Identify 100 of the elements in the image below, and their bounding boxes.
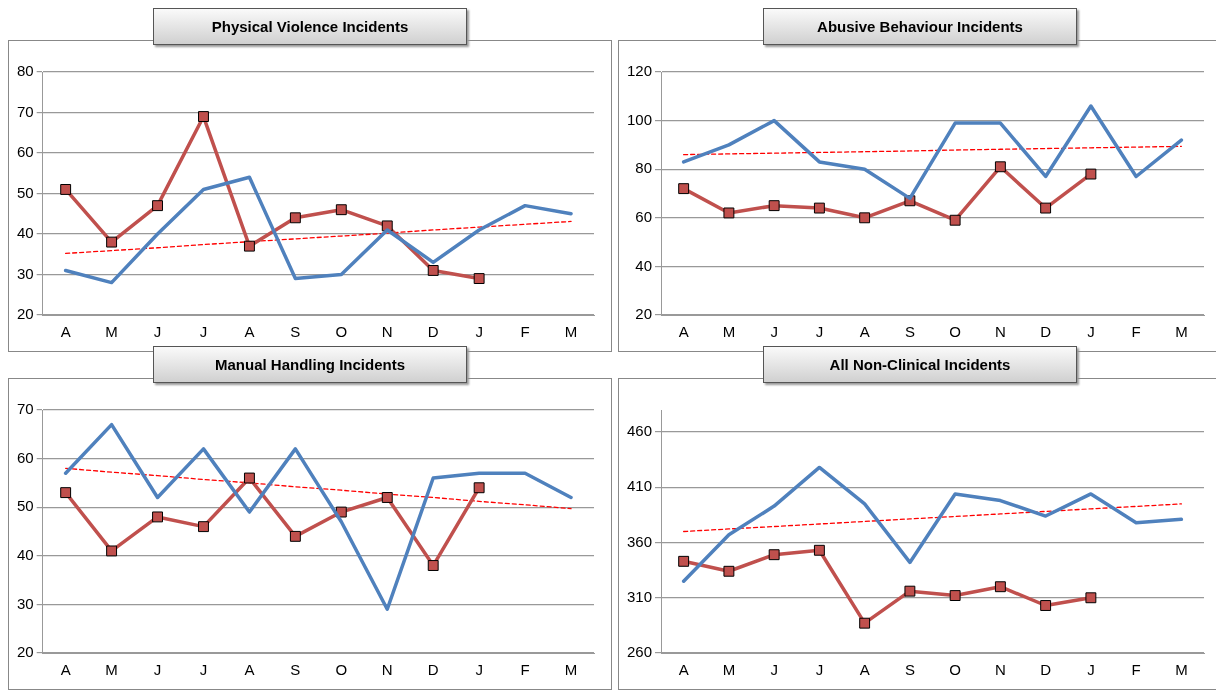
point xyxy=(859,212,871,224)
x-tick-label: F xyxy=(520,661,530,679)
y-tick-label: 60 xyxy=(17,448,34,466)
point xyxy=(768,549,780,561)
point xyxy=(1040,600,1052,611)
y-tick-label: 40 xyxy=(17,545,34,563)
y-tick-label: 310 xyxy=(627,587,653,605)
point xyxy=(289,212,301,224)
point xyxy=(1040,202,1052,214)
point xyxy=(949,214,961,226)
point xyxy=(152,200,163,212)
y-tick-label: 60 xyxy=(635,207,653,225)
y-tick-label: 70 xyxy=(17,102,34,120)
y-tick-label: 120 xyxy=(627,62,653,80)
y-tick-label: 20 xyxy=(635,305,653,323)
point xyxy=(949,590,961,602)
x-tick-label: J xyxy=(770,661,778,679)
x-tick-label: O xyxy=(335,661,348,679)
x-tick-label: J xyxy=(1087,323,1095,341)
y-tick-label: 30 xyxy=(17,264,34,282)
y-tick-label: 20 xyxy=(17,643,34,661)
point xyxy=(473,273,485,284)
point xyxy=(994,581,1006,593)
x-tick-label: S xyxy=(290,323,301,341)
point xyxy=(198,111,209,122)
x-tick-label: F xyxy=(1131,661,1141,679)
x-tick-label: J xyxy=(815,323,824,341)
point xyxy=(106,545,118,557)
y-tick-label: 460 xyxy=(627,422,653,440)
point xyxy=(768,200,780,212)
x-tick-label: A xyxy=(60,323,71,341)
y-tick-label: 80 xyxy=(17,62,34,80)
point xyxy=(813,544,825,556)
y-tick-label: 40 xyxy=(635,256,653,274)
y-tick-label: 50 xyxy=(17,183,34,201)
x-tick-label: J xyxy=(199,661,208,679)
point xyxy=(473,482,485,494)
x-tick-label: J xyxy=(153,661,162,679)
point xyxy=(904,585,916,597)
x-tick-label: A xyxy=(244,323,255,341)
y-tick-label: 20 xyxy=(17,305,34,323)
chart-title: Physical Violence Incidents xyxy=(153,8,467,45)
x-tick-label: M xyxy=(1175,323,1188,341)
point xyxy=(60,487,72,499)
x-tick-label: M xyxy=(564,661,578,679)
chart-title: Abusive Behaviour Incidents xyxy=(763,8,1077,45)
x-tick-label: S xyxy=(904,323,915,341)
y-tick-label: 260 xyxy=(627,643,653,661)
point xyxy=(427,265,439,276)
point xyxy=(243,240,255,252)
point xyxy=(813,202,825,214)
point xyxy=(723,207,735,219)
x-tick-label: F xyxy=(1131,323,1141,341)
x-tick-label: N xyxy=(994,661,1006,679)
chart-title: All Non-Clinical Incidents xyxy=(763,346,1077,383)
x-tick-label: F xyxy=(520,323,530,341)
x-tick-label: J xyxy=(770,323,778,341)
x-tick-label: A xyxy=(859,323,870,341)
x-tick-label: A xyxy=(60,661,71,679)
x-tick-label: O xyxy=(335,323,348,341)
x-tick-label: A xyxy=(678,661,689,679)
x-tick-label: A xyxy=(678,323,689,341)
point xyxy=(1085,592,1097,604)
point xyxy=(152,511,163,523)
x-tick-label: J xyxy=(475,661,483,679)
x-tick-label: D xyxy=(1040,661,1052,679)
line-series xyxy=(65,220,572,255)
x-tick-label: M xyxy=(105,323,118,341)
y-tick-label: 70 xyxy=(17,400,34,418)
x-tick-label: S xyxy=(290,661,301,679)
point xyxy=(60,184,72,195)
y-tick-label: 50 xyxy=(17,497,34,515)
y-tick-label: 360 xyxy=(627,532,653,550)
x-tick-label: J xyxy=(1087,661,1095,679)
y-tick-label: 410 xyxy=(627,477,653,495)
point xyxy=(678,555,690,567)
y-tick-label: 100 xyxy=(627,110,653,128)
x-tick-label: M xyxy=(1175,661,1188,679)
chart-title: Manual Handling Incidents xyxy=(153,346,467,383)
x-tick-label: M xyxy=(722,661,736,679)
x-tick-label: J xyxy=(475,323,483,341)
x-tick-label: M xyxy=(105,661,118,679)
point xyxy=(289,530,301,542)
point xyxy=(1085,168,1097,180)
x-tick-label: O xyxy=(949,661,961,679)
x-tick-label: M xyxy=(722,323,736,341)
x-tick-label: J xyxy=(199,323,208,341)
y-tick-label: 60 xyxy=(17,143,34,161)
x-tick-label: N xyxy=(994,323,1006,341)
y-tick-label: 80 xyxy=(635,159,653,177)
point xyxy=(243,472,255,484)
point xyxy=(381,492,393,503)
line-series xyxy=(65,467,572,510)
x-tick-label: M xyxy=(564,323,578,341)
x-tick-label: J xyxy=(815,661,824,679)
x-tick-label: D xyxy=(1040,323,1052,341)
point xyxy=(678,183,690,195)
x-tick-label: N xyxy=(381,661,393,679)
point xyxy=(106,236,118,248)
line-series xyxy=(683,145,1183,156)
